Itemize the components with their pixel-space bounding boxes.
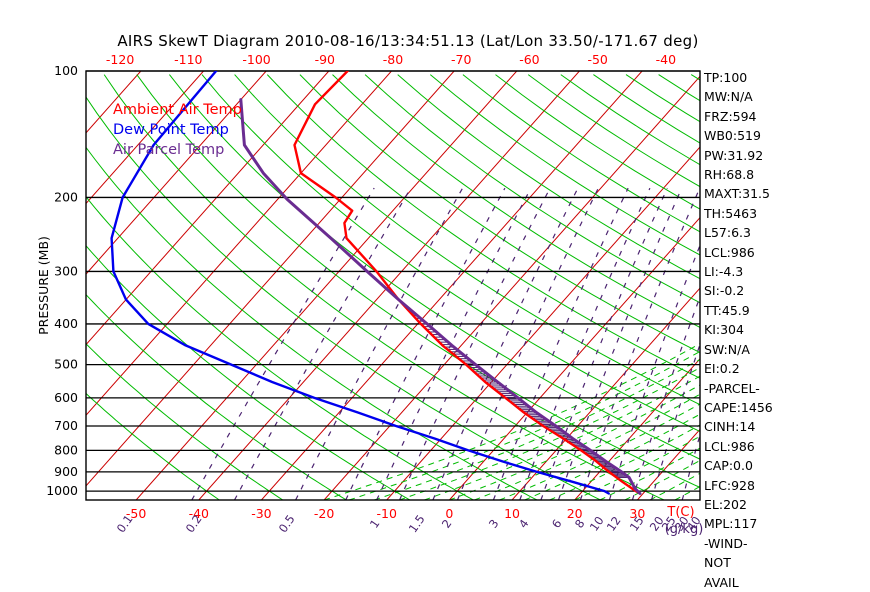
legend-item-air-parcel-temp: Air Parcel Temp: [113, 140, 242, 160]
temp-tick-top-110: -110: [174, 52, 202, 67]
xaxis-label-mixing-ratio: (g/kg): [665, 522, 704, 537]
mixratio-tick-4: 4: [516, 517, 532, 531]
pressure-tick-600: 600: [54, 390, 78, 405]
temp-tick-bottom--50: -50: [126, 506, 146, 521]
plot-frame: [85, 70, 701, 501]
mixratio-tick-15: 15: [627, 514, 647, 534]
index-avail: AVAIL: [704, 574, 739, 590]
temp-tick-bottom-10: 10: [504, 506, 520, 521]
pressure-tick-100: 100: [54, 63, 78, 78]
mixratio-tick-30: 30: [672, 514, 692, 534]
index-wb0519: WB0:519: [704, 128, 761, 144]
index-cinh14: CINH:14: [704, 419, 756, 435]
index-rh688: RH:68.8: [704, 167, 755, 183]
index-pw3192: PW:31.92: [704, 147, 764, 163]
pressure-tick-400: 400: [54, 316, 78, 331]
temp-tick-top-80: -80: [383, 52, 403, 67]
series-ambient-air-temp: [293, 71, 642, 495]
mixratio-tick-1p5: 1.5: [406, 512, 428, 535]
index-mwna: MW:N/A: [704, 89, 753, 105]
pressure-tick-1000: 1000: [46, 483, 78, 498]
temp-tick-bottom-20: 20: [567, 506, 583, 521]
pressure-tick-300: 300: [54, 263, 78, 278]
temp-tick-top-60: -60: [519, 52, 539, 67]
index-not: NOT: [704, 555, 731, 571]
xaxis-label-temperature: T(C): [666, 505, 694, 520]
temp-tick-top-120: -120: [106, 52, 134, 67]
index-lcl986: LCL:986: [704, 438, 755, 454]
temp-tick-bottom--20: -20: [314, 506, 334, 521]
pressure-tick-200: 200: [54, 189, 78, 204]
mixratio-tick-3: 3: [486, 517, 502, 531]
index-el202: EL:202: [704, 496, 747, 512]
legend-label-ambient: Ambient Air Temp: [113, 102, 242, 118]
index-lcl986: LCL:986: [704, 244, 755, 260]
pressure-tick-700: 700: [54, 418, 78, 433]
pressure-tick-500: 500: [54, 357, 78, 372]
index-wind: -WIND-: [704, 535, 748, 551]
temp-tick-top-90: -90: [315, 52, 335, 67]
mixratio-tick-10: 10: [587, 514, 607, 534]
index-frz594: FRZ:594: [704, 108, 757, 124]
index-cap00: CAP:0.0: [704, 458, 753, 474]
temp-tick-bottom-30: 30: [629, 506, 645, 521]
index-tt459: TT:45.9: [704, 302, 750, 318]
index-cape1456: CAPE:1456: [704, 399, 773, 415]
series-air-parcel-temp: [239, 98, 642, 495]
yaxis-label-pressure: PRESSURE (MB): [36, 236, 51, 335]
legend-item-ambient-air-temp: Ambient Air Temp: [113, 100, 242, 120]
temp-tick-bottom--10: -10: [377, 506, 397, 521]
mixratio-tick-20: 20: [647, 514, 667, 534]
index-tp100: TP:100: [704, 70, 748, 85]
index-ki304: KI:304: [704, 322, 744, 338]
index-si02: SI:-0.2: [704, 283, 745, 299]
sounding-indices-panel: TP:100 MW:N/A FRZ:594 WB0:519 PW:31.92 RH:68.…: [704, 68, 864, 592]
index-l5763: L57:6.3: [704, 225, 751, 241]
pressure-tick-900: 900: [54, 464, 78, 479]
index-swna: SW:N/A: [704, 341, 750, 357]
mixratio-tick-6: 6: [549, 517, 565, 531]
index-mpl117: MPL:117: [704, 516, 758, 532]
legend-item-dew-point-temp: Dew Point Temp: [113, 120, 242, 140]
mixratio-tick-0p5: 0.5: [276, 512, 298, 535]
temp-tick-top-40: -40: [656, 52, 676, 67]
index-parcel: -PARCEL-: [704, 380, 760, 396]
temp-tick-top-70: -70: [451, 52, 471, 67]
temp-tick-bottom--30: -30: [251, 506, 271, 521]
temp-tick-bottom-0: 0: [445, 506, 453, 521]
skewt-chart: 100 200 300 400 500 600 700 800 900 1000 -50 -40 -30…: [36, 52, 704, 537]
temp-tick-top-50: -50: [587, 52, 607, 67]
page-title: AIRS SkewT Diagram 2010-08-16/13:34:51.1…: [117, 32, 699, 50]
index-th5463: TH:5463: [704, 205, 758, 221]
mixing-ratio-lines: [191, 187, 700, 500]
temp-tick-top-100: -100: [242, 52, 270, 67]
mixratio-tick-25: 25: [659, 514, 679, 534]
mixratio-tick-12: 12: [604, 514, 624, 534]
legend-label-dewpoint: Dew Point Temp: [113, 122, 229, 138]
series-dew-point-temp: [110, 71, 610, 495]
index-ei02: EI:0.2: [704, 361, 740, 377]
index-li43: LI:-4.3: [704, 264, 744, 280]
chart-legend: Ambient Air Temp Dew Point Temp Air Parc…: [113, 100, 242, 160]
skewt-diagram-page: AIRS SkewT Diagram 2010-08-16/13:34:51.1…: [36, 32, 773, 590]
pressure-tick-800: 800: [54, 442, 78, 457]
index-maxt315: MAXT:31.5: [704, 186, 770, 202]
mixratio-tick-40: 40: [684, 514, 704, 534]
legend-label-parcel: Air Parcel Temp: [113, 142, 225, 158]
index-lfc928: LFC:928: [704, 477, 755, 493]
temp-tick-bottom--40: -40: [189, 506, 209, 521]
